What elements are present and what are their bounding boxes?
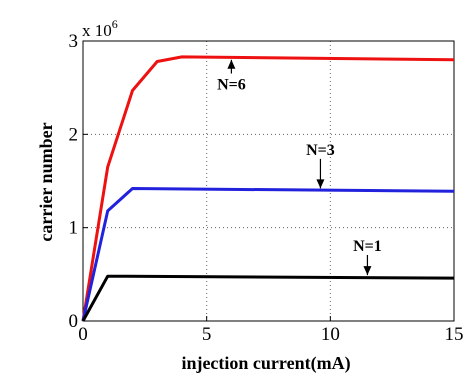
series-line-2: [81, 274, 455, 322]
annotation-label-0: N=6: [217, 77, 246, 94]
x-axis-label: injection current(mA): [181, 353, 350, 374]
annotation-label-2: N=1: [353, 238, 382, 255]
annotation-label-1: N=3: [306, 142, 335, 159]
plot-frame: [82, 40, 455, 322]
series-lines: [81, 55, 455, 322]
series-line-1: [81, 187, 455, 322]
y-axis-label: carrier number: [36, 122, 56, 241]
y-scale-factor: x 106: [82, 17, 118, 40]
y-scale-prefix: x 10: [82, 21, 112, 40]
annotation-arrow-head-0: [227, 59, 236, 69]
annotations: N=6 N=3 N=1: [217, 59, 382, 276]
y-scale-exponent: 6: [112, 17, 118, 31]
y-tick-label-3: 3: [69, 31, 79, 52]
annotation-arrow-head-1: [316, 179, 325, 189]
x-tick-label-2: 10: [321, 324, 340, 345]
axis-ticks: 0 5 10 15 0 1 2 3: [69, 31, 464, 345]
annotation-arrow-head-2: [363, 266, 372, 276]
y-tick-label-1: 1: [69, 218, 79, 239]
y-tick-label-0: 0: [69, 311, 79, 332]
x-tick-label-3: 15: [445, 324, 464, 345]
series-line-0: [81, 55, 455, 322]
y-tick-label-2: 2: [69, 124, 79, 145]
x-tick-label-1: 5: [202, 324, 212, 345]
grid-lines: [83, 41, 454, 321]
x-tick-label-0: 0: [78, 324, 88, 345]
